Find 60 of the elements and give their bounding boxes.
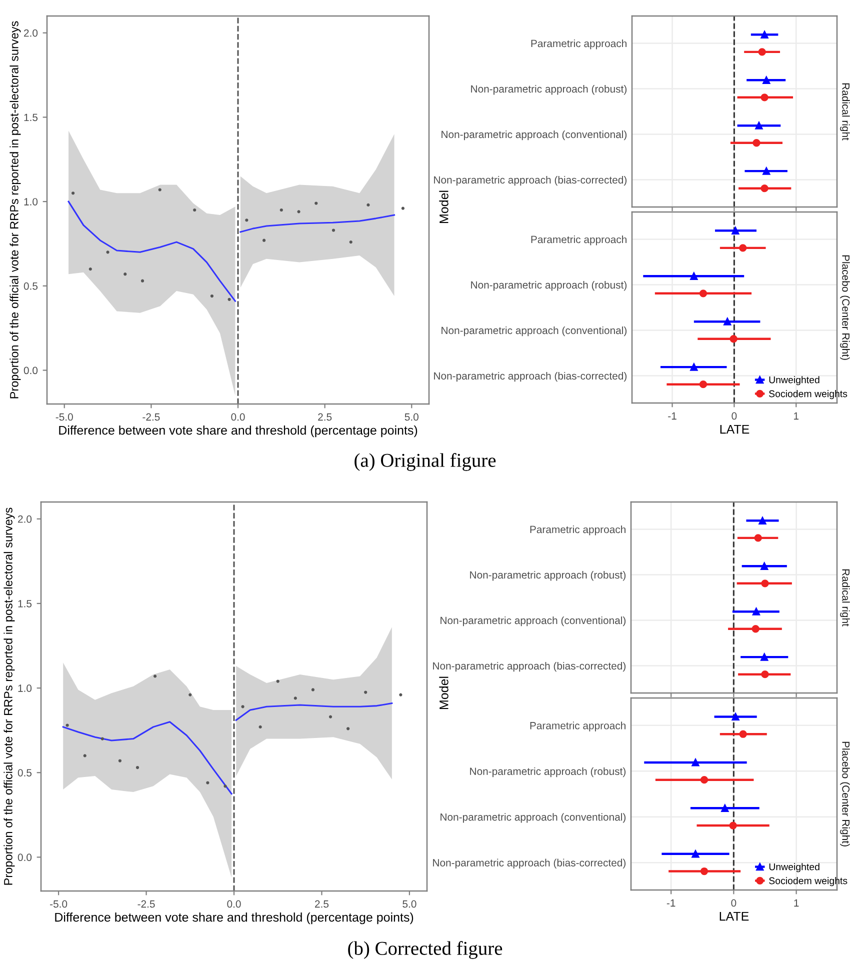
y-axis-title: Model — [439, 190, 448, 223]
y-axis-title: Model — [439, 676, 448, 709]
y-tick-label: 1.0 — [24, 198, 38, 206]
y-tick-label: Parametric approach — [530, 722, 626, 732]
legend-label: Unweighted — [769, 863, 820, 872]
y-tick-label: 2.0 — [24, 29, 38, 37]
y-tick-label: Non-parametric approach (conventional) — [440, 616, 626, 626]
x-tick-label: -1 — [668, 412, 676, 420]
y-tick-label: Non-parametric approach (robust) — [470, 570, 626, 581]
y-tick-label: 1.0 — [18, 684, 32, 692]
y-tick-label: 0.0 — [24, 366, 38, 374]
x-axis-title: Difference between vote share and threshold (percentage points) — [55, 912, 414, 924]
x-tick-label: -5.0 — [56, 413, 73, 421]
y-tick-label: Non-parametric approach (robust) — [470, 767, 626, 778]
x-tick-label: -2.5 — [138, 900, 155, 908]
x-tick-label: 0.0 — [227, 900, 241, 908]
y-tick-label: 0.5 — [18, 769, 32, 776]
text: Placebo (Center Right) — [840, 255, 850, 360]
x-tick-label: 1 — [794, 412, 799, 420]
legend-label: Sociodem weights — [769, 390, 848, 400]
text: (b) Corrected figure — [348, 941, 502, 959]
text: Radical right — [840, 569, 850, 626]
y-tick-label: 1.5 — [24, 114, 38, 122]
x-tick-label: 2.5 — [318, 413, 332, 421]
y-tick-label: Non-parametric approach (conventional) — [440, 813, 626, 823]
x-tick-label: 0 — [732, 412, 737, 420]
y-tick-label: Parametric approach — [531, 40, 626, 50]
y-tick-label: Non-parametric approach (conventional) — [442, 130, 627, 140]
x-tick-label: -2.5 — [142, 413, 160, 421]
x-axis-title: LATE — [720, 912, 749, 921]
x-tick-label: 1 — [794, 899, 799, 907]
x-tick-label: 5.0 — [402, 900, 416, 908]
x-tick-label: 0 — [731, 899, 736, 907]
y-tick-label: Non-parametric approach (robust) — [471, 280, 627, 291]
y-axis-title: Proportion of the official vote for RRPs reported in post-electoral surveys — [10, 21, 21, 398]
y-tick-label: 2.0 — [18, 515, 32, 523]
y-tick-label: 0.5 — [24, 282, 38, 290]
y-tick-label: Non-parametric approach (bias-corrected) — [433, 858, 626, 869]
x-axis-title: LATE — [720, 424, 750, 434]
y-tick-label: 1.5 — [18, 600, 32, 608]
y-tick-label: Non-parametric approach (bias-corrected) — [433, 662, 626, 672]
text: Placebo (Center Right) — [840, 742, 850, 846]
x-tick-label: -5.0 — [50, 900, 68, 908]
y-tick-label: Non-parametric approach (bias-corrected) — [434, 176, 627, 186]
y-tick-label: Non-parametric approach (robust) — [471, 84, 627, 95]
y-tick-label: Parametric approach — [531, 236, 626, 246]
y-tick-label: 0.0 — [18, 854, 32, 862]
y-tick-label: Non-parametric approach (conventional) — [442, 326, 627, 336]
y-tick-label: Non-parametric approach (bias-corrected) — [434, 372, 627, 382]
x-tick-label: 0.0 — [231, 413, 245, 421]
x-tick-label: 2.5 — [315, 900, 329, 908]
x-tick-label: -1 — [666, 899, 676, 907]
text: (a) Original figure — [354, 453, 496, 471]
legend-label: Unweighted — [769, 376, 820, 386]
y-tick-label: Parametric approach — [530, 526, 626, 536]
y-axis-title: Proportion of the official vote for RRPs reported in post-electoral surveys — [4, 508, 15, 885]
text: Radical right — [840, 83, 850, 140]
x-tick-label: 5.0 — [404, 413, 418, 421]
x-axis-title: Difference between vote share and threshold (percentage points) — [59, 426, 418, 438]
legend-label: Sociodem weights — [769, 877, 848, 886]
